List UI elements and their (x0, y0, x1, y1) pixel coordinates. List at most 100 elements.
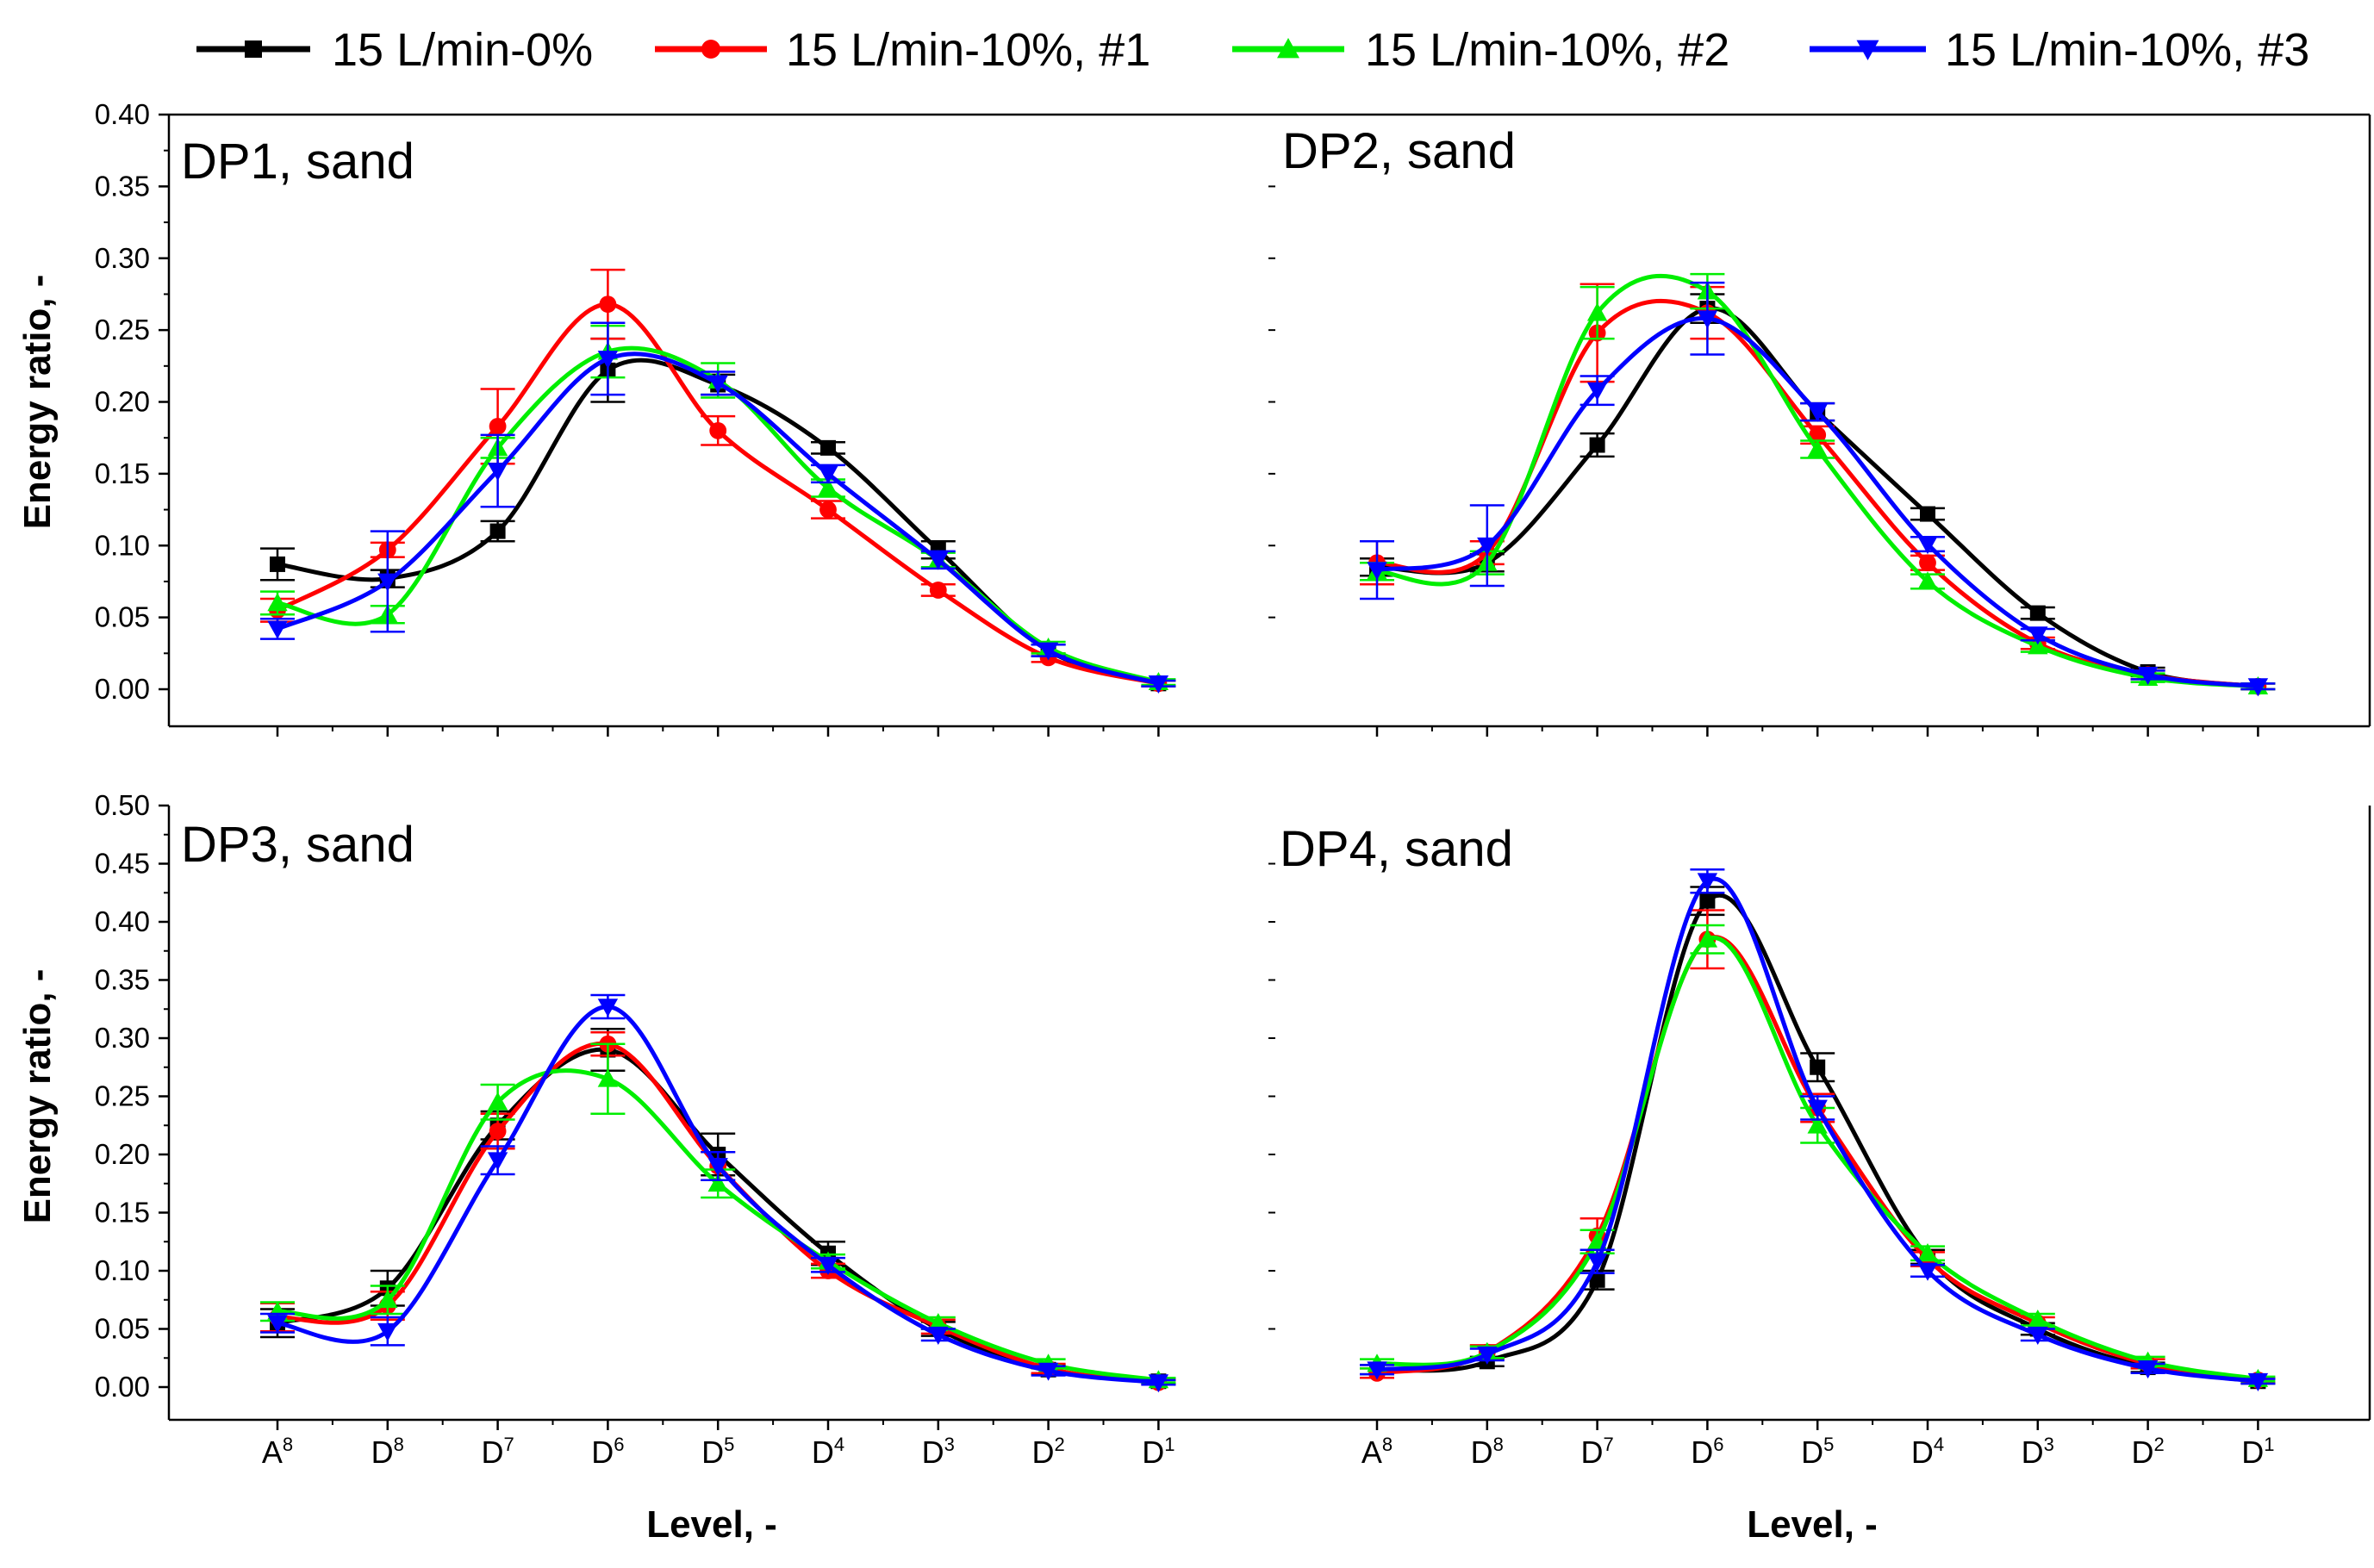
data-point (820, 439, 836, 456)
x-tick-label: D6 (591, 1434, 624, 1470)
y-tick-label: 0.20 (95, 386, 150, 418)
series (1360, 868, 2276, 1391)
y-tick-label: 0.05 (95, 601, 150, 633)
series-line (277, 1047, 1159, 1384)
data-point (2028, 1310, 2048, 1328)
data-point (1148, 1374, 1169, 1393)
data-point (1810, 1059, 1826, 1075)
y-tick-label: 0.25 (95, 1080, 150, 1112)
data-point (1367, 562, 1387, 581)
data-point (1917, 571, 1938, 590)
panel-title: DP4, sand (1280, 821, 1513, 877)
legend: 15 L/min-0% 15 L/min-10%, #1 15 L/min-10%,… (196, 24, 2309, 76)
data-point (1589, 1272, 1605, 1288)
series-line (1376, 935, 2259, 1381)
data-point (818, 477, 838, 496)
data-point (2029, 605, 2046, 621)
x-tick-label: D5 (701, 1434, 734, 1470)
panel-title: DP2, sand (1282, 123, 1516, 179)
x-tick-label: A8 (262, 1434, 293, 1470)
chart-panel: 0.00 0.05 0.10 0.15 0.20 0.25 0.30 0.35 0.40 DP1,… (16, 98, 1268, 737)
series-line (277, 1068, 1159, 1383)
data-point (487, 1152, 508, 1171)
y-tick-label: 0.40 (95, 98, 150, 130)
data-point (1697, 310, 1718, 329)
x-axis-title: Level, - (646, 1503, 777, 1546)
y-tick-label: 0.00 (95, 1371, 150, 1403)
data-point (1807, 1115, 1828, 1134)
x-tick-label: D8 (1471, 1434, 1504, 1470)
series (260, 1031, 1176, 1391)
data-point (1807, 439, 1828, 457)
data-point (377, 1290, 398, 1309)
data-point (707, 1173, 728, 1192)
panel-title: DP1, sand (181, 134, 414, 190)
series (1360, 281, 2276, 697)
series (260, 1042, 1176, 1389)
series (1360, 283, 2276, 695)
y-axis-title: Energy ratio, - (16, 275, 59, 530)
series-line (1376, 306, 2259, 689)
legend-marker (245, 40, 262, 58)
x-axis-title: Level, - (1747, 1503, 1878, 1546)
data-point (1037, 642, 1059, 661)
chart-panels: 0.00 0.05 0.10 0.15 0.20 0.25 0.30 0.35 0.40 DP1,… (16, 98, 2371, 1546)
series-line (1376, 273, 2259, 689)
x-tick-label: D8 (371, 1434, 404, 1470)
series-line (277, 352, 1160, 686)
data-point (928, 551, 949, 570)
legend-label: 15 L/min-10%, #3 (1945, 24, 2309, 76)
series-line (1376, 876, 2259, 1384)
series-line (1376, 935, 2259, 1383)
series (1360, 272, 2276, 695)
legend-label: 15 L/min-10%, #1 (786, 24, 1150, 76)
y-tick-label: 0.25 (95, 314, 150, 345)
legend-label: 15 L/min-0% (332, 24, 593, 76)
data-point (818, 1256, 838, 1275)
x-tick-label: D3 (2022, 1434, 2054, 1470)
data-point (1917, 1262, 1938, 1281)
data-point (928, 1326, 949, 1345)
legend-marker (1856, 40, 1879, 60)
series (1360, 924, 2276, 1387)
y-tick-label: 0.15 (95, 1197, 150, 1229)
y-tick-label: 0.40 (95, 905, 150, 937)
data-point (2028, 636, 2048, 655)
series-line (277, 1004, 1159, 1385)
x-tick-label: D3 (922, 1434, 955, 1470)
data-point (709, 421, 727, 439)
series (1360, 909, 2276, 1389)
x-tick-label: D1 (1142, 1434, 1175, 1470)
data-point (1697, 873, 1718, 892)
y-tick-label: 0.45 (95, 848, 150, 880)
series (1360, 293, 2276, 694)
y-tick-label: 0.35 (95, 964, 150, 996)
x-tick-label: D4 (812, 1434, 844, 1470)
data-point (487, 1092, 508, 1111)
data-point (1807, 1099, 1828, 1118)
y-tick-label: 0.15 (95, 457, 150, 489)
chart-panel: A8 D8 D7 D6 D5 D4 D3 D2 D1 DP4, sand Level, - (1268, 806, 2371, 1546)
panel-title: DP3, sand (181, 817, 414, 873)
data-point (1477, 1346, 1498, 1365)
data-point (1809, 426, 1827, 444)
y-axis-title: Energy ratio, - (16, 969, 59, 1224)
data-point (1919, 554, 1936, 572)
data-point (267, 1315, 288, 1334)
data-point (1920, 506, 1935, 522)
x-tick-label: D6 (1691, 1434, 1723, 1470)
y-tick-label: 0.35 (95, 170, 150, 202)
legend-marker (1277, 38, 1299, 59)
data-point (928, 1313, 949, 1332)
x-tick-label: D7 (1580, 1434, 1613, 1470)
data-point (377, 573, 398, 592)
x-tick-label: D2 (1031, 1434, 1064, 1470)
data-point (597, 351, 619, 370)
data-point (1589, 437, 1605, 453)
data-point (929, 582, 947, 599)
series-line (1376, 316, 2259, 689)
series (260, 993, 1176, 1393)
data-point (1037, 1362, 1059, 1381)
x-tick-label: D2 (2131, 1434, 2164, 1470)
x-tick-label: D4 (1911, 1434, 1944, 1470)
